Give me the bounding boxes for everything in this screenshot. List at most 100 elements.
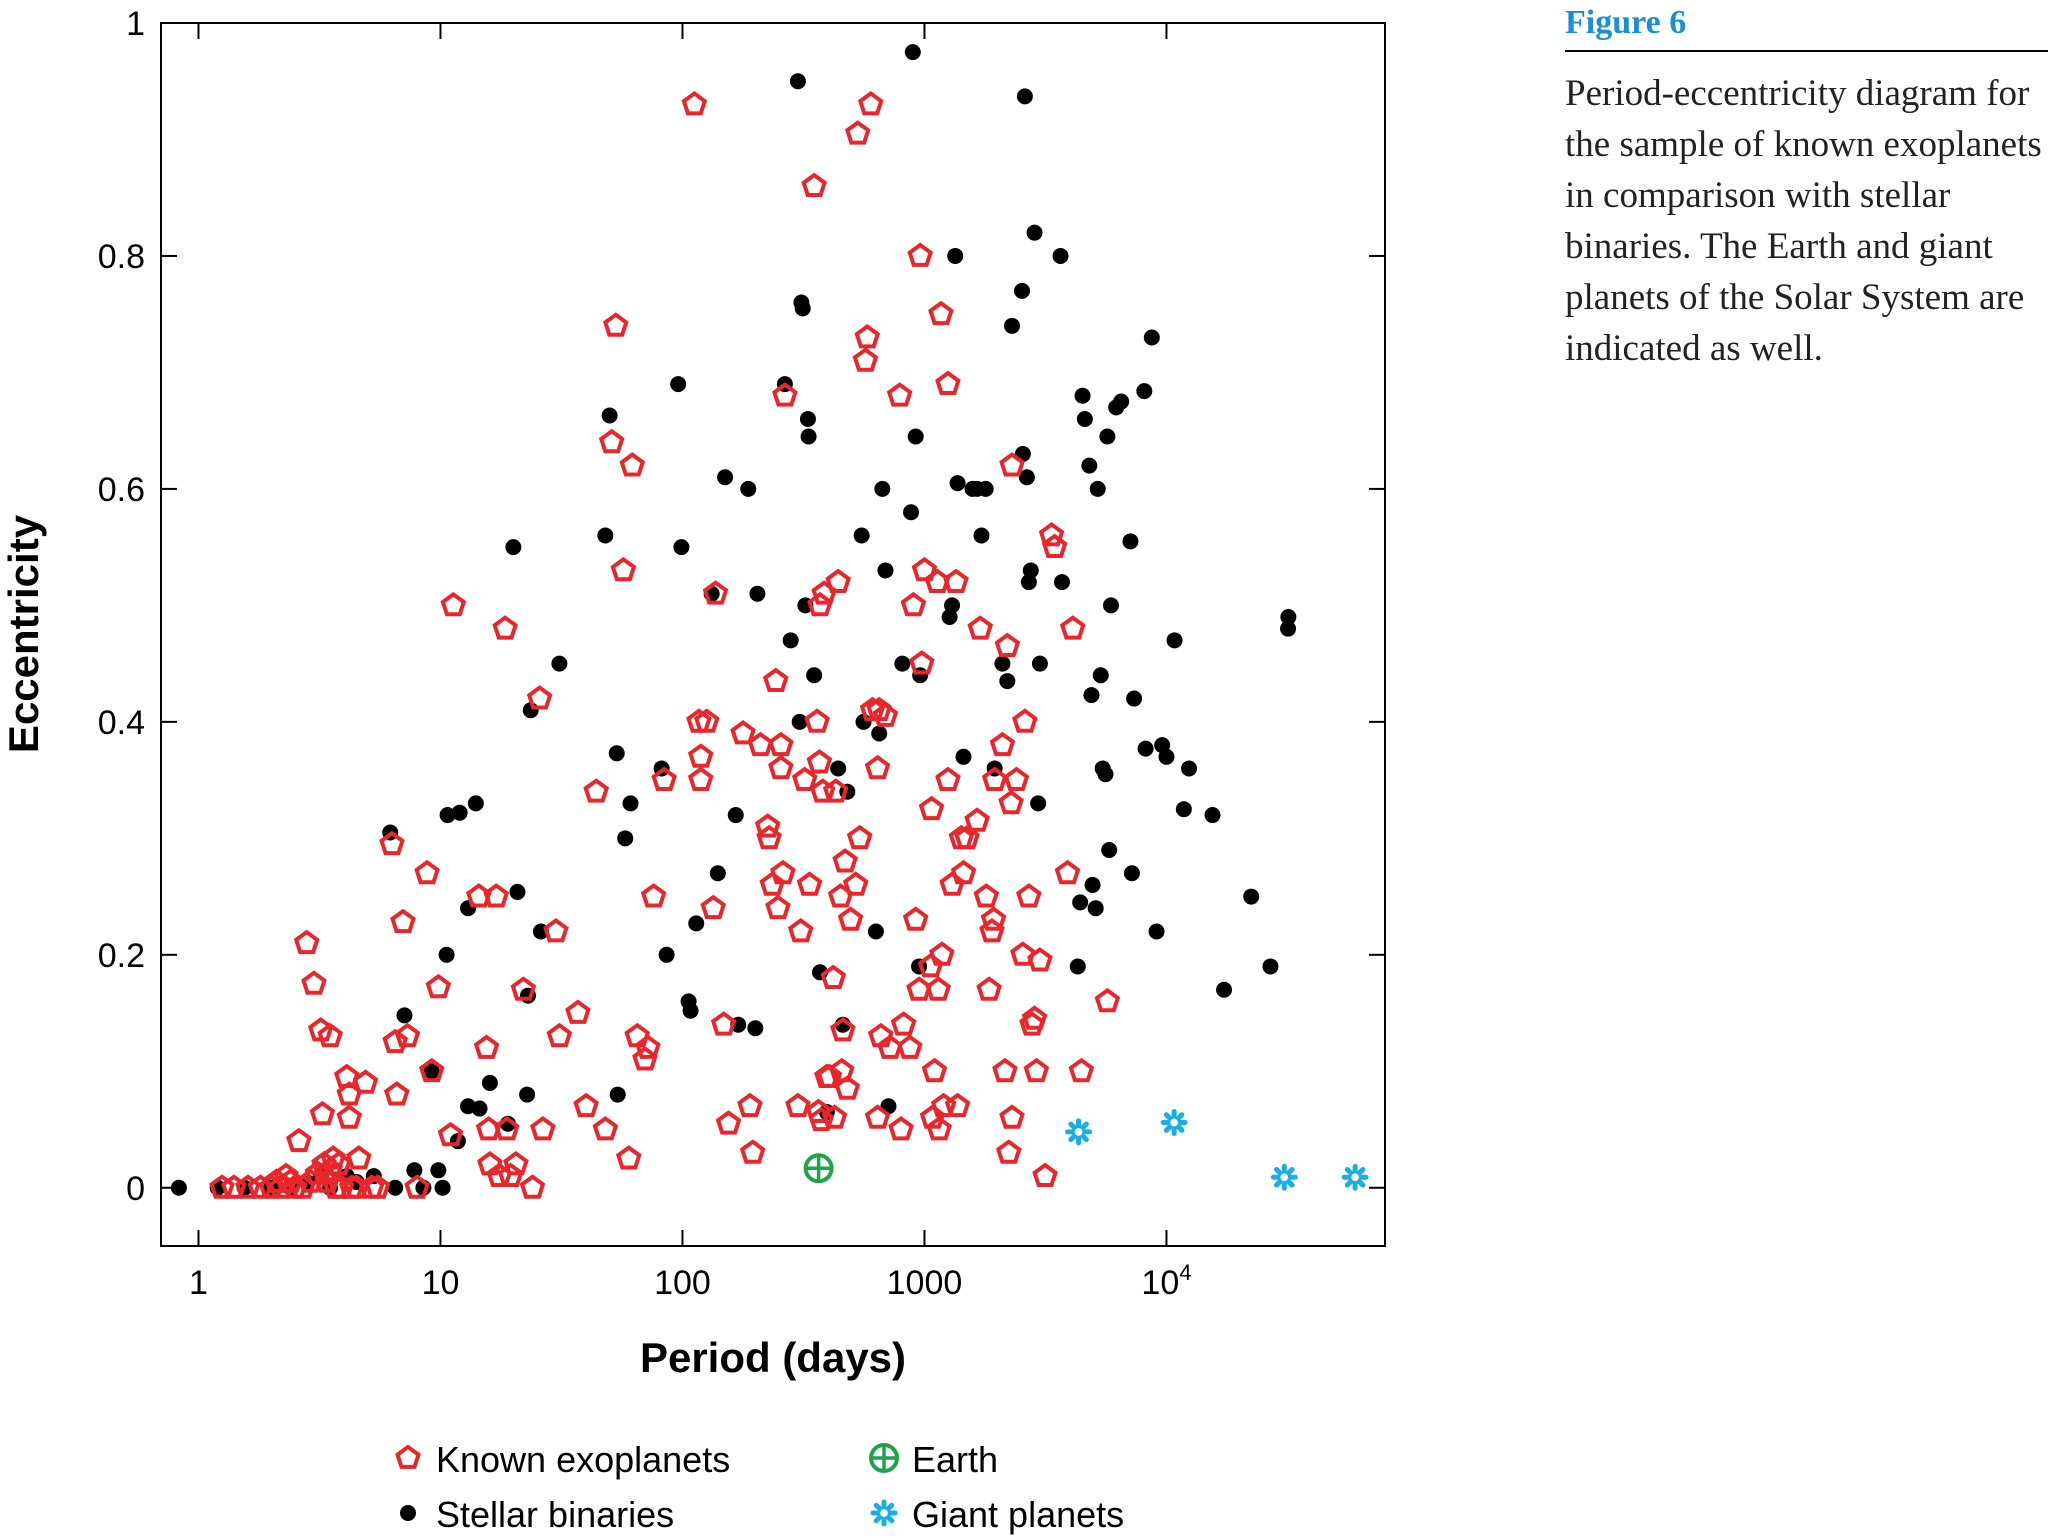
exoplanet-point <box>404 1174 430 1199</box>
exoplanet-point <box>1019 1011 1045 1036</box>
exoplanet-point <box>293 929 320 955</box>
legend-label-giants: Giant planets <box>912 1494 1124 1535</box>
exoplanet-point <box>309 1100 336 1126</box>
binary-point <box>1103 597 1120 614</box>
binary-point <box>1143 329 1160 346</box>
binary-point <box>1262 958 1279 975</box>
exoplanet-point <box>336 1104 363 1129</box>
binary-point <box>907 428 924 445</box>
binary-point <box>170 1179 187 1196</box>
plot-frame <box>160 22 1386 1247</box>
binary-point <box>670 376 687 393</box>
exoplanet-point <box>583 778 610 803</box>
binary-point <box>747 1020 764 1037</box>
binary-point <box>1175 801 1192 818</box>
x-tick-label: 10 <box>422 1264 460 1302</box>
exoplanet-point <box>747 731 774 757</box>
exoplanet-point <box>999 452 1025 477</box>
exoplanet-point <box>1012 708 1038 733</box>
binary-point <box>973 527 990 544</box>
exoplanet-point <box>1041 533 1068 558</box>
binary-point <box>1076 411 1093 428</box>
exoplanet-point <box>950 859 977 885</box>
binary-point <box>740 480 757 497</box>
binary-point <box>423 1063 440 1080</box>
binary-point <box>1084 876 1101 893</box>
exoplanet-point <box>925 976 952 1001</box>
exoplanet-point <box>921 1057 948 1083</box>
binary-point <box>460 900 477 917</box>
exoplanet-point <box>809 778 836 803</box>
scatter-chart: 0 0.2 0.4 0.6 0.8 1 1 10 100 1000 104 Eccentricity… <box>0 5 1386 1535</box>
binary-point <box>617 830 634 847</box>
exoplanet-point <box>352 1069 379 1094</box>
exoplanet-point <box>383 1081 410 1106</box>
exoplanet-point <box>872 702 899 727</box>
exoplanet-point <box>989 731 1016 757</box>
binary-point <box>853 527 870 544</box>
x-tick-label: 104 <box>1141 1260 1191 1302</box>
exoplanet-point <box>1027 947 1053 972</box>
exoplanet-point <box>503 1151 529 1176</box>
exoplanet-point <box>825 568 851 593</box>
exoplanet-point <box>1094 987 1121 1013</box>
figure-label: Figure 6 <box>1565 0 2048 52</box>
binary-point <box>1181 760 1198 777</box>
exoplanet-point <box>702 580 729 605</box>
y-tick-label: 1 <box>126 5 145 43</box>
exoplanet-point <box>852 347 879 372</box>
exoplanet-point <box>739 1139 766 1164</box>
binary-point <box>1026 224 1043 241</box>
exoplanet-point <box>615 1145 642 1170</box>
binary-point <box>791 713 808 730</box>
exoplanet-point <box>834 1075 861 1100</box>
legend-label-binaries: Stellar binaries <box>436 1494 674 1535</box>
exoplanet-point <box>822 778 849 803</box>
binary-point <box>467 795 484 812</box>
binary-point <box>396 1007 413 1024</box>
binary-point <box>609 1086 626 1103</box>
exoplanet-point <box>565 999 591 1024</box>
exoplanet-point <box>816 1063 843 1088</box>
binary-point <box>1137 740 1154 757</box>
exoplanet-point <box>619 452 646 477</box>
binary-point <box>904 44 921 61</box>
exoplanet-point <box>543 918 569 943</box>
exoplanet-point <box>804 708 830 733</box>
binary-point <box>1136 383 1153 400</box>
binary-point <box>999 673 1016 690</box>
exoplanet-point <box>382 1028 409 1054</box>
exoplanet-point <box>770 859 796 885</box>
legend-marker-exoplanets <box>395 1444 421 1469</box>
exoplanet-point <box>492 615 518 640</box>
binary-point <box>903 504 920 521</box>
exoplanet-point <box>1016 883 1042 908</box>
exoplanet-point <box>640 883 667 908</box>
binary-point <box>1018 469 1035 486</box>
exoplanet-point <box>414 859 440 885</box>
exoplanet-point <box>907 242 933 267</box>
exoplanet-point <box>1054 859 1081 885</box>
binary-point <box>1031 655 1048 672</box>
binary-point <box>682 1002 699 1019</box>
legend-marker-earth <box>869 1443 899 1473</box>
legend-label-earth: Earth <box>912 1439 998 1480</box>
exoplanet-point <box>510 976 537 1001</box>
exoplanet-point <box>325 1151 352 1176</box>
x-tick-label: 1000 <box>887 1264 963 1302</box>
exoplanet-point <box>908 650 935 675</box>
exoplanet-point <box>820 964 847 989</box>
exoplanet-point <box>235 1174 261 1199</box>
exoplanet-point <box>756 824 782 850</box>
exoplanet-point <box>890 1011 917 1036</box>
binary-point <box>1101 841 1118 858</box>
exoplanet-point <box>906 976 932 1001</box>
binary-point <box>1004 317 1021 334</box>
binary-point <box>867 923 884 940</box>
exoplanet-point <box>437 1121 464 1147</box>
binary-point <box>601 407 618 424</box>
binary-point <box>387 1179 404 1196</box>
exoplanet-point <box>1023 1057 1050 1083</box>
binary-point <box>749 585 766 602</box>
exoplanet-point <box>787 918 814 943</box>
